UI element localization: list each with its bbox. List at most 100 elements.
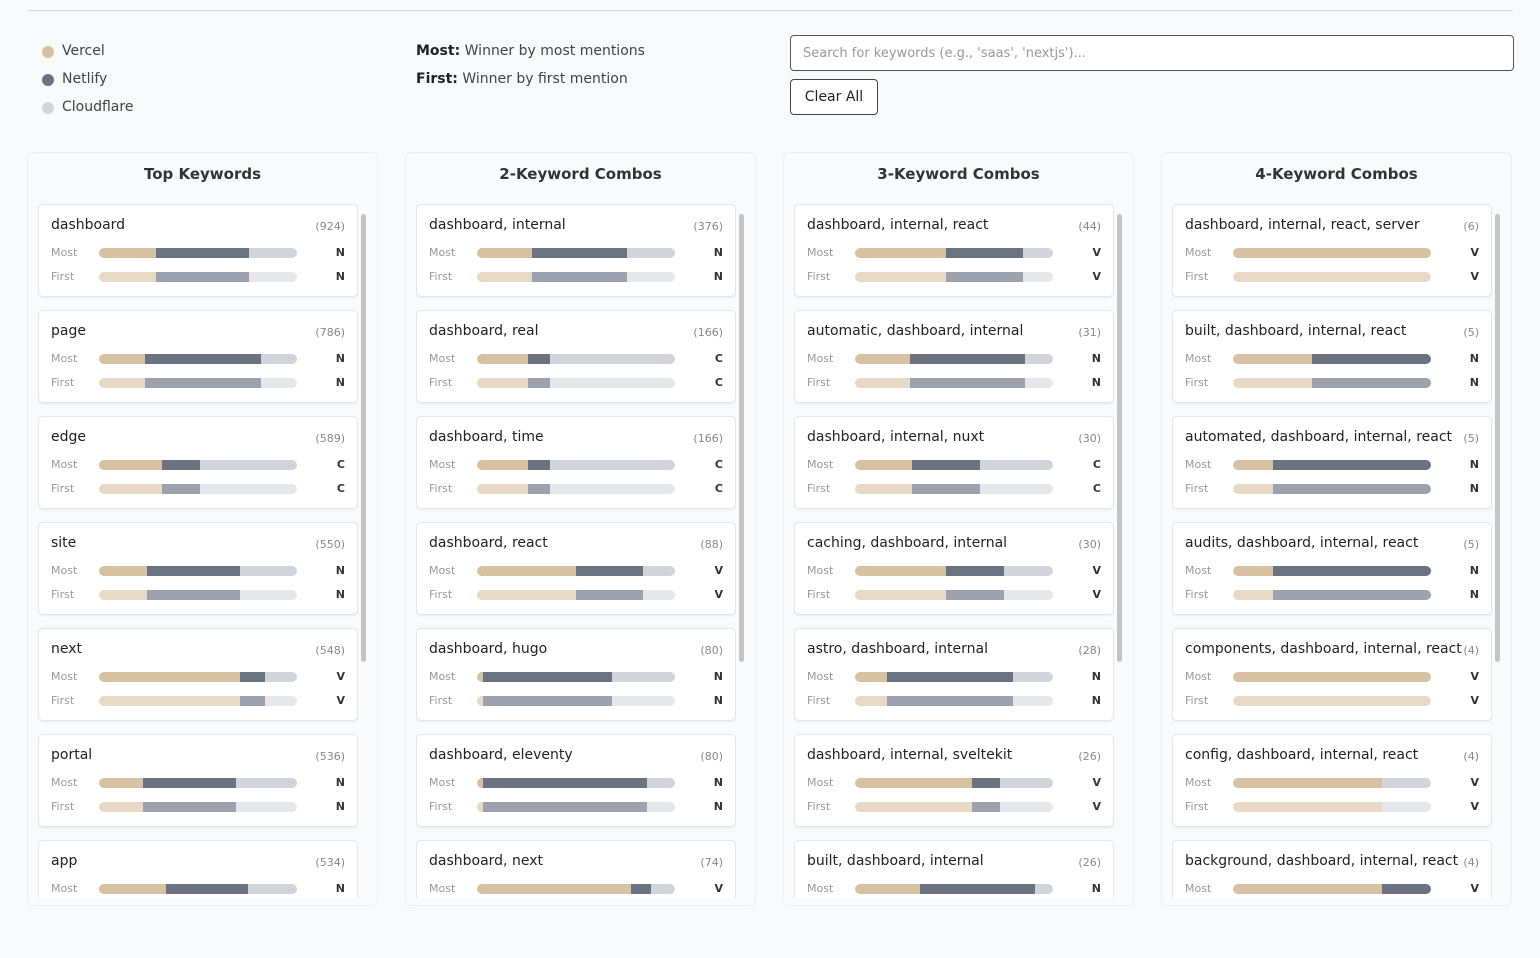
winner: V xyxy=(1470,694,1479,707)
winner: N xyxy=(1091,670,1101,683)
share-segment xyxy=(1233,778,1382,788)
keyword-card[interactable]: caching, dashboard, internal (30) Most V Fir… xyxy=(794,522,1114,615)
share-segment xyxy=(1233,566,1273,576)
share-bar xyxy=(1233,884,1431,894)
keyword-card[interactable]: background, dashboard, internal, react (4… xyxy=(1172,840,1492,898)
keyword-card[interactable]: site (550) Most N First N xyxy=(38,522,358,615)
share-segment xyxy=(979,460,1053,470)
share-bar xyxy=(1233,566,1431,576)
keyword-card[interactable]: astro, dashboard, internal (28) Most N First… xyxy=(794,628,1114,721)
keyword-card[interactable]: dashboard (924) Most N First N xyxy=(38,204,358,297)
share-bar xyxy=(1233,272,1431,282)
keyword-card[interactable]: dashboard, hugo (80) Most N First N xyxy=(416,628,736,721)
column-panel: 4-Keyword Combos dashboard, internal, rea… xyxy=(1161,152,1512,906)
share-segment xyxy=(855,672,887,682)
share-segment xyxy=(99,272,157,282)
share-segment xyxy=(156,248,250,258)
share-segment xyxy=(1023,248,1053,258)
keyword-card[interactable]: page (786) Most N First N xyxy=(38,310,358,403)
mention-count: (534) xyxy=(315,856,345,869)
keyword-card[interactable]: dashboard, internal (376) Most N First N xyxy=(416,204,736,297)
keyword-card[interactable]: config, dashboard, internal, react (4) Mos… xyxy=(1172,734,1492,827)
mention-count: (88) xyxy=(700,538,723,551)
keyword-card[interactable]: dashboard, react (88) Most V First V xyxy=(416,522,736,615)
keyword-card[interactable]: dashboard, real (166) Most C First C xyxy=(416,310,736,403)
keyword-card[interactable]: app (534) Most N xyxy=(38,840,358,898)
keyword: dashboard, internal, react xyxy=(807,217,989,233)
mention-count: (536) xyxy=(315,750,345,763)
share-segment xyxy=(550,460,675,470)
winner: C xyxy=(714,376,723,389)
card-list: dashboard, internal, react, server (6) Mos… xyxy=(1172,204,1492,898)
winner: N xyxy=(1091,352,1101,365)
keyword-card[interactable]: dashboard, time (166) Most C First C xyxy=(416,416,736,509)
share-bar xyxy=(99,354,297,364)
share-segment xyxy=(1233,378,1313,388)
share-segment xyxy=(627,272,675,282)
keyword-card[interactable]: components, dashboard, internal, react (4… xyxy=(1172,628,1492,721)
column-title: 2-Keyword Combos xyxy=(499,165,662,183)
winner: N xyxy=(335,376,345,389)
mention-count: (166) xyxy=(693,432,723,445)
keyword: components, dashboard, internal, react xyxy=(1185,641,1462,657)
share-segment xyxy=(477,460,529,470)
share-bar xyxy=(99,590,297,600)
row-label: First xyxy=(429,270,453,283)
share-segment xyxy=(855,378,911,388)
winner: N xyxy=(1091,376,1101,389)
winner: N xyxy=(713,670,723,683)
share-segment xyxy=(999,802,1053,812)
keyword: site xyxy=(51,535,77,551)
share-bar xyxy=(1233,778,1431,788)
share-bar xyxy=(855,460,1053,470)
share-bar xyxy=(855,248,1053,258)
share-segment xyxy=(239,696,266,706)
keyword-card[interactable]: dashboard, eleventy (80) Most N First N xyxy=(416,734,736,827)
keyword-card[interactable]: audits, dashboard, internal, react (5) Mos… xyxy=(1172,522,1492,615)
winner: V xyxy=(1470,670,1479,683)
search-input[interactable] xyxy=(790,35,1514,71)
winner: C xyxy=(714,482,723,495)
share-bar xyxy=(855,354,1053,364)
row-label: First xyxy=(807,482,831,495)
keyword-card[interactable]: automated, dashboard, internal, react (5)… xyxy=(1172,416,1492,509)
keyword-card[interactable]: built, dashboard, internal (26) Most N xyxy=(794,840,1114,898)
row-label: Most xyxy=(51,670,78,683)
share-segment xyxy=(1272,566,1431,576)
share-bar xyxy=(1233,590,1431,600)
keyword: dashboard, internal xyxy=(429,217,566,233)
keyword-card[interactable]: portal (536) Most N First N xyxy=(38,734,358,827)
clear-button[interactable]: Clear All xyxy=(790,79,878,115)
share-segment xyxy=(855,248,947,258)
winner: C xyxy=(336,482,345,495)
share-segment xyxy=(99,696,240,706)
keyword-card[interactable]: next (548) Most V First V xyxy=(38,628,358,721)
row-label: First xyxy=(51,376,75,389)
keyword-card[interactable]: built, dashboard, internal, react (5) Most… xyxy=(1172,310,1492,403)
keyword: dashboard, react xyxy=(429,535,548,551)
share-segment xyxy=(647,778,675,788)
mention-count: (30) xyxy=(1078,538,1101,551)
definition-term: First: xyxy=(416,71,458,87)
column-panel: 2-Keyword Combos dashboard, internal (376)… xyxy=(405,152,756,906)
share-segment xyxy=(99,354,145,364)
share-bar xyxy=(99,460,297,470)
mention-count: (26) xyxy=(1078,750,1101,763)
share-bar xyxy=(855,802,1053,812)
share-segment xyxy=(99,484,163,494)
keyword-card[interactable]: dashboard, internal, nuxt (30) Most C First C xyxy=(794,416,1114,509)
keyword-card[interactable]: dashboard, next (74) Most V xyxy=(416,840,736,898)
keyword-card[interactable]: dashboard, internal, react, server (6) Mos… xyxy=(1172,204,1492,297)
keyword-card[interactable]: automatic, dashboard, internal (31) Most N F… xyxy=(794,310,1114,403)
share-segment xyxy=(144,354,262,364)
share-segment xyxy=(482,672,612,682)
row-label: First xyxy=(1185,694,1209,707)
row-label: Most xyxy=(1185,882,1212,895)
keyword-card[interactable]: edge (589) Most C First C xyxy=(38,416,358,509)
keyword-card[interactable]: dashboard, internal, react (44) Most V First… xyxy=(794,204,1114,297)
winner: N xyxy=(1469,352,1479,365)
keyword-card[interactable]: dashboard, internal, sveltekit (26) Most V F… xyxy=(794,734,1114,827)
share-bar xyxy=(99,378,297,388)
winner: N xyxy=(335,246,345,259)
